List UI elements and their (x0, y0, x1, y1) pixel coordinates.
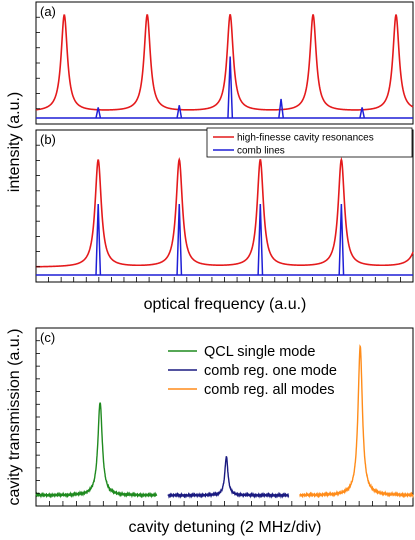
axis-ticks (36, 16, 401, 506)
panel-a-plot (35, 14, 414, 119)
legend-all-modes-label: comb reg. all modes (204, 382, 335, 398)
comb-line (176, 204, 183, 276)
comb-line (278, 98, 284, 119)
legend-one-mode-label: comb reg. one mode (204, 363, 337, 379)
panel-c-plot (35, 344, 414, 499)
cavity-resonance-curve (35, 14, 414, 111)
transmission-curve (35, 402, 158, 499)
cavity-resonance-curve (35, 157, 414, 268)
bottom-x-axis-title: cavity detuning (2 MHz/div) (129, 519, 322, 536)
comb-line (338, 204, 345, 276)
legend-ab-box (206, 127, 413, 158)
legend-c: QCL single mode comb reg. one mode comb … (168, 344, 337, 398)
comb-line (359, 107, 366, 119)
top-y-axis-title: intensity (a.u.) (6, 92, 23, 192)
legend-ab: high-finesse cavity resonances comb line… (206, 127, 413, 158)
transmission-curve (167, 456, 290, 499)
comb-line (227, 56, 234, 119)
legend-comb-label: comb lines (237, 146, 285, 157)
top-x-axis-title: optical frequency (a.u.) (144, 296, 307, 313)
comb-line (176, 105, 183, 119)
legend-qcl-label: QCL single mode (204, 344, 316, 360)
bottom-y-axis-title: cavity transmission (a.u.) (6, 329, 23, 506)
transmission-curve (299, 344, 414, 499)
panel-b-plot (35, 157, 414, 276)
comb-line (95, 204, 102, 276)
panel-a-frame (35, 1, 414, 125)
panel-b-label: (b) (40, 132, 56, 147)
legend-cavity-label: high-finesse cavity resonances (237, 133, 374, 144)
panel-a-label: (a) (40, 4, 56, 19)
comb-line (257, 204, 264, 276)
panel-c-label: (c) (40, 330, 55, 345)
comb-line (95, 107, 102, 119)
